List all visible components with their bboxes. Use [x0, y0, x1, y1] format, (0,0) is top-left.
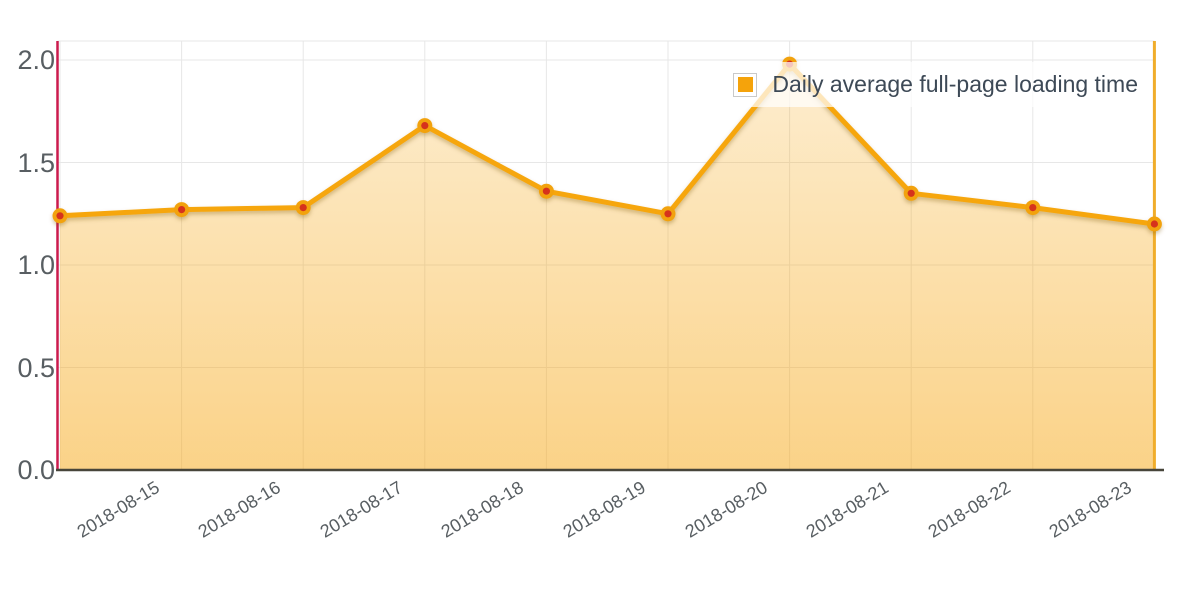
legend-label: Daily average full-page loading time	[772, 71, 1138, 97]
y-tick-label: 1.5	[17, 147, 55, 178]
data-point-center	[664, 210, 672, 218]
legend-swatch-icon	[733, 72, 758, 97]
legend-swatch-fill	[737, 77, 753, 92]
data-point-center	[542, 187, 551, 195]
series-area-fill	[60, 64, 1155, 470]
legend-item[interactable]: Daily average full-page loading time	[721, 62, 1150, 107]
y-tick-label: 2.0	[17, 45, 55, 75]
series-line	[59, 61, 1155, 227]
data-point-center	[421, 122, 429, 130]
data-point-center	[299, 204, 307, 212]
y-tick-label: 0.5	[17, 352, 55, 383]
data-point-center	[56, 212, 64, 220]
data-point-center	[178, 206, 186, 214]
data-point-center	[1150, 220, 1158, 228]
y-tick-label: 1.0	[17, 250, 55, 280]
data-point-center	[1029, 204, 1037, 212]
y-tick-label: 0.0	[17, 455, 55, 485]
data-point-center	[907, 189, 915, 197]
